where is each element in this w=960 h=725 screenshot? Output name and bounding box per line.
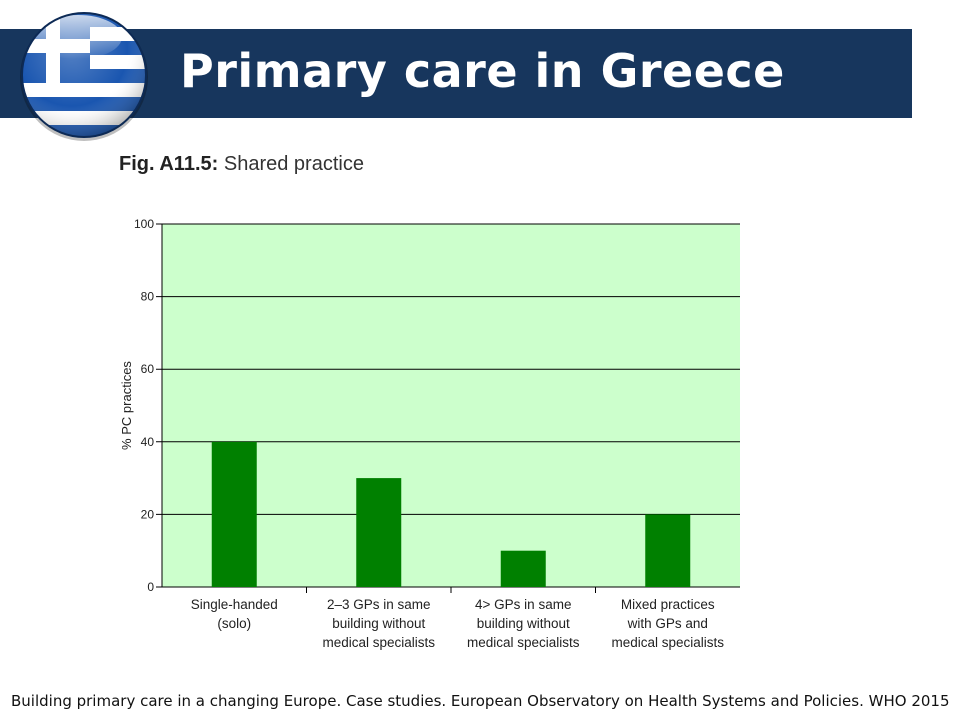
- greek-flag-sphere-icon: [18, 9, 150, 141]
- x-tick-label: Single-handed: [191, 597, 278, 612]
- x-tick-label: with GPs and: [627, 616, 708, 631]
- bar: [211, 441, 257, 587]
- x-tick-label: Mixed practices: [621, 597, 715, 612]
- x-tick-label: building without: [332, 616, 425, 631]
- y-axis-label: % PC practices: [119, 361, 134, 450]
- bar: [645, 514, 691, 587]
- y-tick-label: 0: [147, 580, 154, 594]
- x-tick-label: (solo): [217, 616, 251, 631]
- y-tick-label: 100: [134, 217, 154, 231]
- x-tick-label: medical specialists: [322, 635, 435, 650]
- y-tick-label: 40: [141, 435, 155, 449]
- y-tick-label: 20: [141, 507, 155, 521]
- x-tick-label: 4> GPs in same: [475, 597, 571, 612]
- figure-caption: Fig. A11.5: Shared practice: [119, 153, 364, 176]
- bar: [500, 550, 546, 587]
- figure-title: Shared practice: [223, 153, 364, 175]
- x-tick-label: building without: [477, 616, 570, 631]
- y-tick-label: 80: [141, 290, 155, 304]
- page-title: Primary care in Greece: [180, 44, 785, 98]
- y-tick-label: 60: [141, 362, 155, 376]
- x-tick-label: 2–3 GPs in same: [327, 597, 431, 612]
- bar: [356, 478, 402, 587]
- title-bar: [0, 29, 912, 118]
- figure-label: Fig. A11.5:: [119, 153, 219, 175]
- x-tick-label: medical specialists: [611, 635, 724, 650]
- source-citation: Building primary care in a changing Euro…: [11, 692, 950, 710]
- plot-background: [162, 224, 740, 587]
- x-tick-label: medical specialists: [467, 635, 580, 650]
